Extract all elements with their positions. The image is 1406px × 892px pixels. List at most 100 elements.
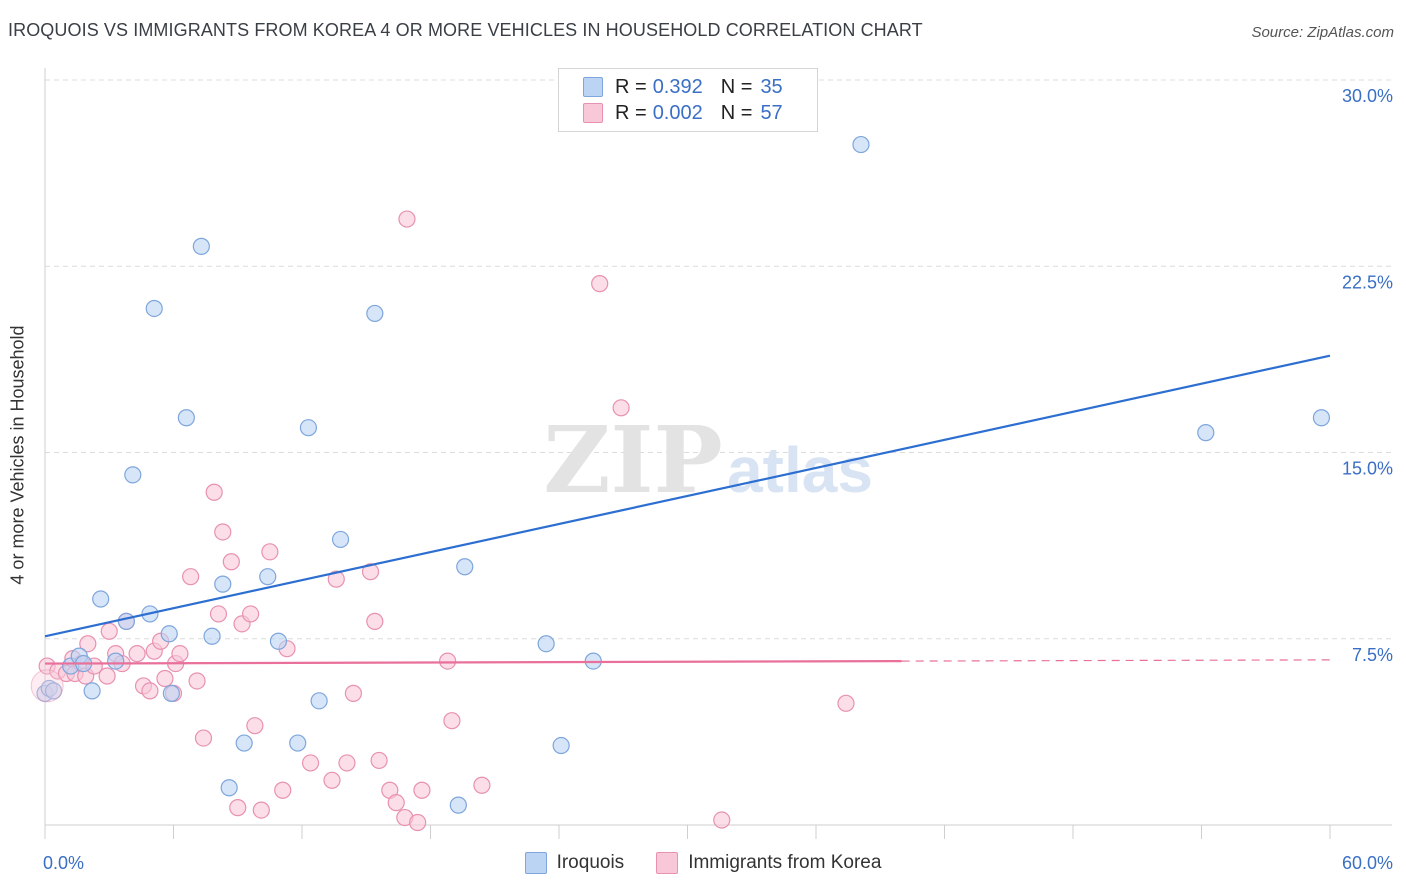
korea-point [100,622,118,640]
iroquois-point [269,632,288,650]
legend-row-iroquois: R = 0.392 N = 35 [583,75,783,99]
korea-point [473,776,491,794]
iroquois-point [259,568,277,586]
y-tick-label: 30.0% [1342,86,1393,106]
korea-point [301,754,320,772]
iroquois-point [107,652,125,670]
iroquois-point [124,466,142,484]
legend-item-korea[interactable]: Immigrants from Korea [656,852,881,874]
korea-point [361,563,380,581]
korea-point [837,694,855,712]
korea-point [246,717,264,735]
korea-point [327,570,345,588]
y-axis-label: 4 or more Vehicles in Household [7,325,28,585]
legend-label-iroquois: Iroquois [556,852,625,873]
x-tick-label: 60.0% [1342,853,1393,873]
y-tick-label: 7.5% [1352,645,1393,665]
iroquois-point [160,625,178,643]
iroquois-point [203,627,221,645]
korea-point [156,669,174,688]
korea-point [261,543,279,561]
korea-point [713,811,731,829]
korea-point [274,781,292,799]
korea-point [222,553,240,571]
korea-point [194,729,213,747]
iroquois-point [552,736,570,755]
stats-legend: R = 0.392 N = 35 R = 0.002 N = 57 [558,68,818,132]
iroquois-point [1197,424,1215,442]
legend-n-value: 35 [760,75,783,98]
korea-point [366,612,384,630]
korea-trendline-extension [901,659,1331,662]
korea-point [188,672,206,690]
korea-point [387,794,405,812]
watermark-zip: ZIP [543,406,722,514]
legend-swatch-pink [583,103,603,123]
iroquois-point [83,682,101,700]
iroquois-point [145,299,163,318]
legend-r-label: R = [615,101,647,124]
iroquois-point [456,558,474,576]
legend-n-label: N = [720,101,753,124]
korea-point [338,754,356,772]
korea-point [79,635,97,653]
legend-swatch-blue [524,852,547,874]
korea-point [229,799,247,817]
korea-point [409,813,427,832]
y-tick-label: 15.0% [1342,459,1393,479]
iroquois-point [852,135,870,154]
iroquois-point [289,734,307,752]
legend-n-label: N = [720,75,753,98]
iroquois-point [117,612,135,630]
korea-point-cluster [30,669,64,703]
korea-point [98,667,116,685]
iroquois-point [220,779,238,797]
korea-point [370,751,388,770]
korea-point [413,781,431,799]
x-tick-label: 0.0% [43,853,84,873]
iroquois-point [331,530,350,549]
iroquois-point [44,682,63,700]
y-tick-label: 22.5% [1342,272,1393,292]
iroquois-point [299,419,318,437]
legend-swatch-pink [656,852,679,874]
korea-point [205,483,223,501]
korea-point [443,712,461,730]
iroquois-point [449,796,467,814]
korea-point [242,605,260,623]
korea-point [182,568,200,586]
korea-point [209,605,228,623]
korea-point [128,645,146,663]
korea-point [398,210,416,228]
iroquois-point [192,237,210,255]
korea-point [612,399,630,417]
korea-point [344,684,362,702]
chart-title: IROQUOIS VS IMMIGRANTS FROM KOREA 4 OR M… [8,20,923,40]
iroquois-point [92,590,110,608]
legend-r-label: R = [615,75,647,98]
series-legend: Iroquois Immigrants from Korea [0,852,1406,874]
korea-point [171,645,189,663]
korea-point [252,801,270,819]
iroquois-point [1312,409,1331,427]
legend-row-korea: R = 0.002 N = 57 [583,101,783,125]
legend-r-value: 0.392 [652,75,703,98]
iroquois-point [214,575,232,593]
korea-trendline [44,659,902,665]
korea-point [591,275,609,293]
legend-label-korea: Immigrants from Korea [688,852,882,873]
korea-point [141,682,159,700]
source-label: Source: ZipAtlas.com [1251,24,1394,41]
iroquois-point [310,692,328,710]
legend-swatch-blue [583,77,603,97]
iroquois-point [177,409,195,427]
legend-item-iroquois[interactable]: Iroquois [524,852,625,874]
iroquois-trendline [44,354,1331,638]
korea-point [323,771,341,789]
iroquois-point [235,734,253,752]
legend-n-value: 57 [760,101,783,124]
iroquois-point [162,684,180,702]
watermark-atlas: atlas [727,434,873,506]
korea-point [439,652,457,670]
